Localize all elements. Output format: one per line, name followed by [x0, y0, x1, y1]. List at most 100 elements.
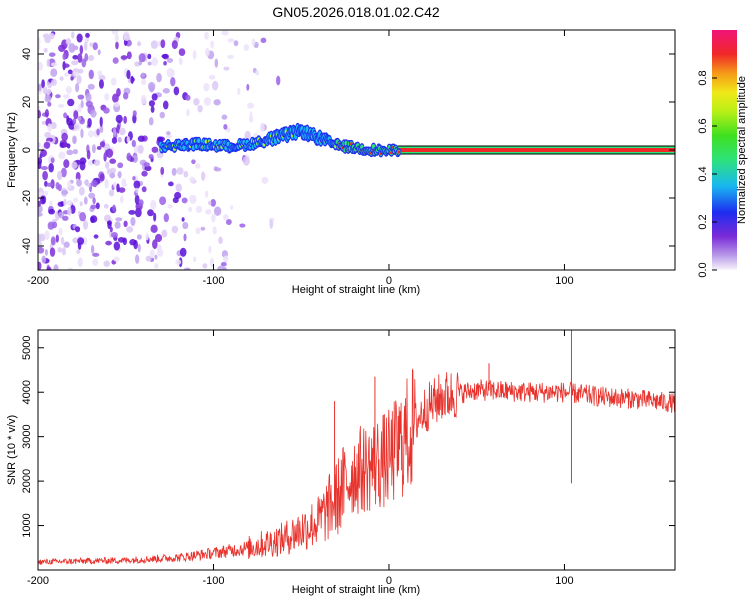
- spectrogram-noise-blob: [70, 76, 74, 81]
- spectrogram-noise-blob: [195, 163, 201, 169]
- spectrogram-noise-blob: [52, 221, 58, 229]
- spectrogram-noise-blob: [87, 55, 95, 62]
- snr-x-tick-label: 0: [386, 575, 392, 587]
- spectrogram-noise-blob: [38, 43, 41, 52]
- spectrogram-noise-blob: [244, 130, 251, 141]
- spectrogram-noise-blob: [92, 144, 96, 154]
- ridge-blob-mid: [182, 144, 186, 150]
- spectrogram-noise-blob: [151, 57, 158, 67]
- spectrogram-noise-blob: [152, 239, 158, 250]
- spectrogram-noise-blob: [195, 205, 203, 213]
- spectrogram-noise-blob: [121, 182, 128, 187]
- spectrogram-noise-blob: [79, 157, 87, 165]
- ridge-blob-core: [390, 151, 393, 155]
- spectrogram-noise-blob: [227, 38, 235, 43]
- spectrogram-noise-blob: [83, 196, 88, 205]
- spectrogram-noise-blob: [105, 161, 110, 169]
- spectrogram-noise-blob: [62, 53, 67, 61]
- spectrogram-noise-blob: [51, 78, 57, 86]
- spectrogram-noise-blob: [150, 40, 159, 49]
- spectrogram-y-axis-label: Frequency (Hz): [6, 112, 18, 188]
- spectrogram-noise-blob: [137, 135, 145, 142]
- spectrogram-noise-blob: [269, 219, 274, 229]
- spectrogram-noise-blob: [57, 201, 65, 207]
- spectrogram-noise-blob: [214, 58, 219, 68]
- spectrogram-noise-blob: [151, 93, 158, 101]
- spectrogram-noise-blob: [135, 187, 139, 194]
- spectrogram-noise-blob: [175, 259, 182, 265]
- spectrogram-noise-blob: [237, 87, 241, 95]
- spectrogram-noise-blob: [44, 94, 52, 103]
- spectrogram-noise-blob: [77, 237, 85, 245]
- spectrogram-noise-blob: [91, 179, 98, 187]
- spectrogram-noise-blob: [79, 212, 87, 222]
- spectrogram-noise-blob: [38, 61, 44, 71]
- spectrogram-x-tick-label: -100: [202, 275, 224, 287]
- spectrogram-noise-blob: [68, 42, 76, 53]
- spectrogram-noise-blob: [62, 215, 69, 221]
- spectrogram-noise-blob: [44, 230, 50, 241]
- spectrogram-noise-blob: [48, 163, 54, 173]
- spectrogram-noise-blob: [136, 234, 142, 240]
- spectrogram-noise-blob: [38, 110, 42, 119]
- spectrogram-noise-blob: [123, 220, 128, 228]
- spectrogram-noise-blob: [63, 241, 70, 248]
- spectrogram-noise-blob: [135, 254, 140, 264]
- spectrogram-noise-blob: [117, 162, 124, 169]
- spectrogram-noise-blob: [38, 160, 42, 170]
- spectrogram-noise-blob: [150, 199, 157, 210]
- spectrogram-noise-blob: [183, 233, 187, 242]
- spectrogram-noise-blob: [58, 151, 66, 160]
- spectrogram-noise-blob: [62, 94, 70, 99]
- spectrogram-noise-blob: [137, 243, 141, 253]
- spectrogram-noise-blob: [147, 61, 152, 66]
- spectrogram-noise-blob: [106, 168, 112, 175]
- spectrogram-noise-blob: [200, 226, 206, 231]
- spectrogram-noise-blob: [44, 190, 48, 196]
- spectrogram-noise-blob: [63, 159, 70, 169]
- spectrogram-noise-blob: [41, 79, 45, 89]
- spectrogram-noise-blob: [116, 87, 121, 97]
- spectrogram-noise-blob: [130, 217, 136, 227]
- spectrogram-noise-blob: [133, 144, 138, 154]
- spectrogram-noise-blob: [170, 69, 175, 77]
- spectrogram-noise-blob: [221, 30, 229, 36]
- spectrogram-noise-blob: [138, 199, 144, 207]
- spectrogram-noise-blob: [171, 225, 179, 234]
- spectrogram-noise-blob: [117, 170, 122, 179]
- spectrogram-noise-blob: [73, 122, 81, 131]
- spectrogram-noise-blob: [67, 98, 75, 107]
- spectrogram-noise-blob: [181, 217, 185, 222]
- spectrogram-noise-blob: [75, 82, 80, 93]
- spectrogram-noise-blob: [175, 183, 182, 192]
- spectrogram-noise-blob: [58, 227, 63, 236]
- spectrogram-noise-blob: [171, 40, 178, 50]
- spectrogram-noise-blob: [205, 209, 212, 215]
- spectrogram-noise-blob: [165, 134, 173, 139]
- spectrogram-noise-blob: [49, 200, 53, 207]
- spectrogram-noise-blob: [38, 246, 45, 254]
- snr-y-tick-label: 4000: [21, 380, 33, 404]
- spectrogram-noise-blob: [261, 176, 269, 184]
- spectrogram-noise-blob: [154, 263, 159, 269]
- spectrogram-noise-blob: [99, 125, 104, 134]
- spectrogram-noise-blob: [251, 38, 256, 46]
- spectrogram-noise-blob: [217, 265, 225, 270]
- snr-y-tick-label: 3000: [21, 424, 33, 448]
- snr-x-tick-label: -200: [27, 575, 49, 587]
- spectrogram-noise-blob: [141, 78, 147, 86]
- spectrogram-noise-blob: [170, 77, 176, 87]
- spectrogram-noise-blob: [161, 54, 169, 59]
- ridge-band-core: [397, 148, 675, 152]
- spectrogram-noise-blob: [67, 180, 72, 190]
- spectrogram-noise-blob: [114, 221, 121, 229]
- spectrogram-noise-blob: [82, 220, 89, 230]
- spectrogram-noise-blob: [133, 180, 141, 189]
- spectrogram-noise-blob: [65, 86, 72, 95]
- spectrogram-noise-blob: [223, 124, 228, 130]
- spectrogram-x-tick-label: 0: [386, 275, 392, 287]
- spectrogram-noise-blob: [38, 204, 43, 214]
- spectrogram-noise-blob: [53, 264, 59, 270]
- spectrogram-noise-blob: [110, 77, 117, 86]
